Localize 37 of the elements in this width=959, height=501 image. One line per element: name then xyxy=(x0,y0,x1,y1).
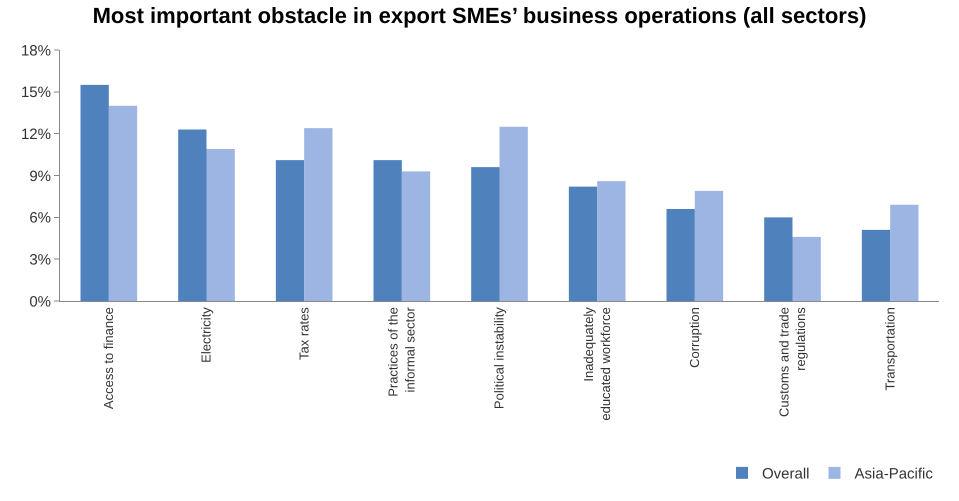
y-tick-label: 0% xyxy=(29,293,51,310)
bar xyxy=(471,167,500,301)
bar xyxy=(108,106,138,301)
bar xyxy=(666,208,695,301)
x-tick-label: Transportation xyxy=(882,307,898,391)
bar xyxy=(206,149,235,301)
x-tick-label: Inadequately educated workforce xyxy=(580,306,613,421)
y-tick-label: 18% xyxy=(20,42,51,60)
y-tick-label: 15% xyxy=(20,84,51,102)
legend-label: Asia-Pacific xyxy=(854,466,934,483)
bar xyxy=(890,204,918,301)
bar xyxy=(764,217,792,301)
bar xyxy=(178,129,206,301)
x-tick-label: Political instability xyxy=(492,306,507,410)
bar xyxy=(500,126,528,301)
bar xyxy=(304,128,332,301)
x-tick-label: Practices of the informal sector xyxy=(386,306,418,397)
chart-title: Most important obstacle in export SMEs’ business operations (all sectors) xyxy=(92,2,866,28)
bar xyxy=(80,84,109,301)
bar xyxy=(862,230,890,301)
x-tick-label: Customs and trade regulations xyxy=(776,306,808,418)
x-tick-label: Electricity xyxy=(198,306,214,363)
bar xyxy=(402,171,430,301)
bar xyxy=(792,236,821,301)
y-tick-label: 6% xyxy=(29,210,51,227)
y-tick-label: 3% xyxy=(29,251,51,268)
bar xyxy=(374,160,402,301)
y-tick-label: 12% xyxy=(20,126,51,143)
bar xyxy=(568,186,598,301)
x-tick-label: Access to finance xyxy=(101,307,116,410)
y-tick-label: 9% xyxy=(29,168,51,185)
x-tick-label: Tax rates xyxy=(296,306,312,360)
bar xyxy=(276,160,304,301)
x-tick-label: Corruption xyxy=(687,307,702,368)
legend-label: Overall xyxy=(762,466,810,483)
bar xyxy=(597,181,626,301)
bar xyxy=(694,190,724,301)
